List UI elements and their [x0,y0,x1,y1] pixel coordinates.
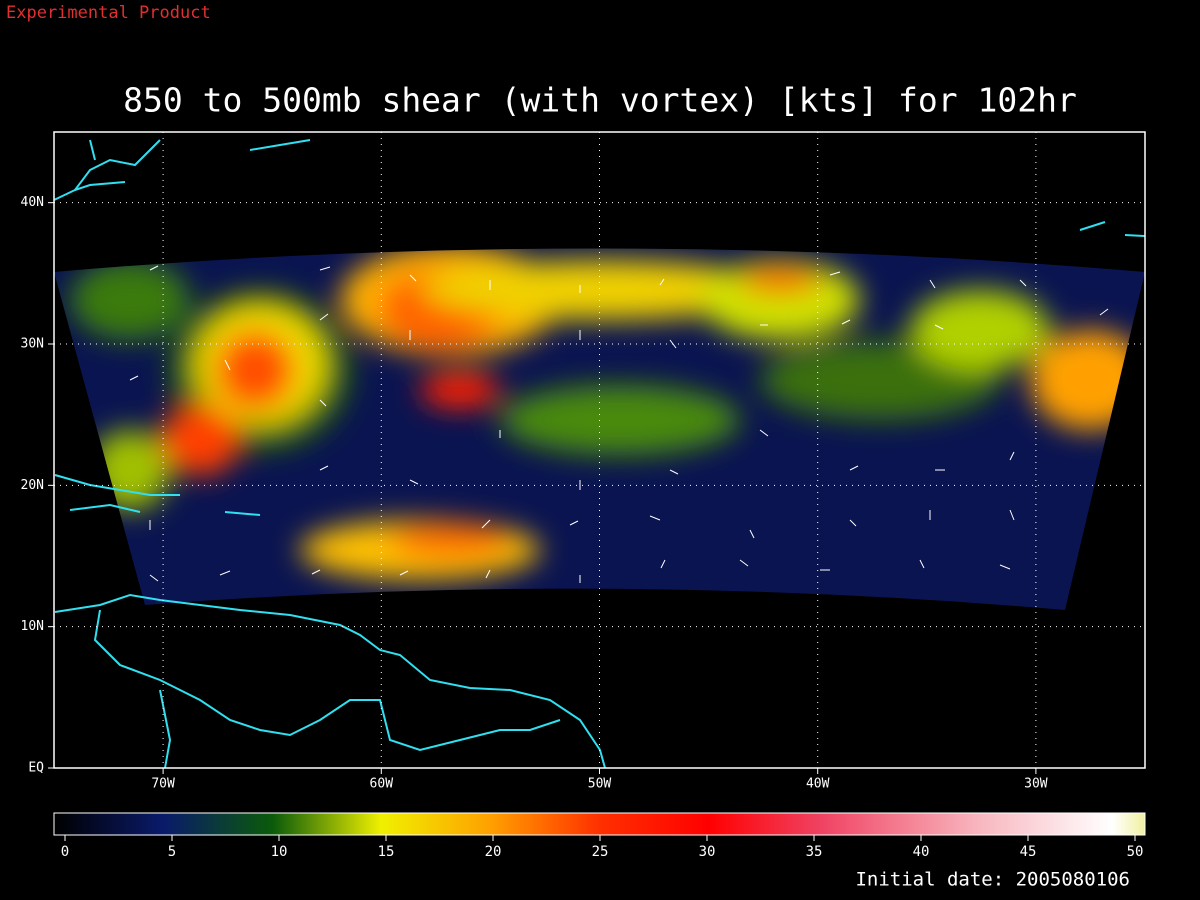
colorbar-tick-label: 20 [485,844,502,860]
colorbar-tick-label: 30 [699,844,716,860]
colorbar-tick-label: 50 [1127,844,1144,860]
colorbar-tick-label: 40 [913,844,930,860]
coastlines [53,139,1146,769]
y-tick-label: 30N [21,337,44,352]
colorbar-tick-label: 0 [61,844,69,860]
x-tick-label: 30W [1024,777,1048,792]
y-tick-label: 20N [21,478,44,493]
initial-date: Initial date: 2005080106 [855,869,1130,891]
colorbar-tick-label: 25 [592,844,609,860]
colorbar-tick-label: 45 [1020,844,1037,860]
y-tick-label: EQ [28,761,44,776]
x-tick-label: 60W [370,777,394,792]
title: 850 to 500mb shear (with vortex) [kts] f… [123,81,1077,120]
y-tick-label: 10N [21,619,44,634]
x-tick-label: 50W [588,777,612,792]
colorbar-tick-label: 15 [378,844,395,860]
x-tick-label: 70W [151,777,175,792]
y-tick-label: 40N [21,195,44,210]
product-label: Experimental Product [6,3,211,23]
colorbar-tick-label: 5 [168,844,176,860]
shear-field [54,248,1145,610]
colorbar-tick-label: 35 [806,844,823,860]
x-tick-label: 40W [806,777,830,792]
colorbar [53,812,1146,836]
colorbar-tick-label: 10 [271,844,288,860]
